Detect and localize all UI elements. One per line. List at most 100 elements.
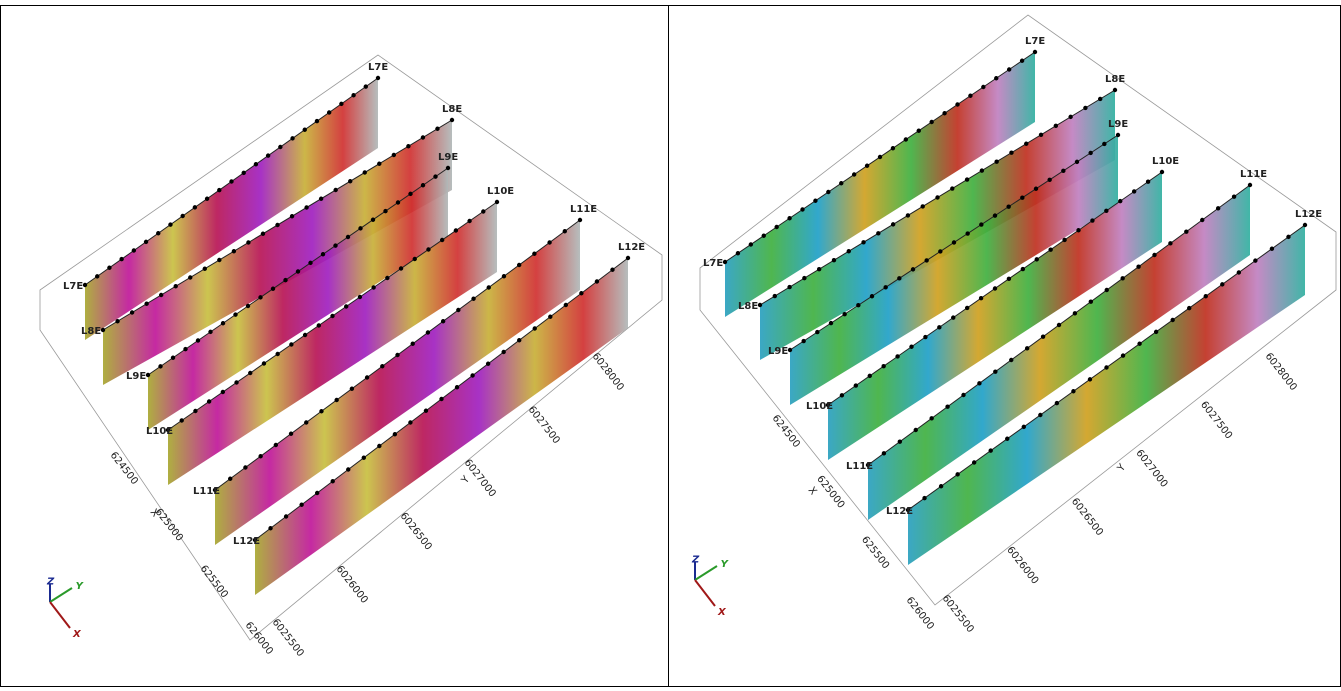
electrode (445, 165, 451, 171)
electrode (385, 275, 390, 281)
triad-label: X (72, 629, 82, 640)
electrode (1104, 208, 1109, 214)
electrode (433, 174, 438, 179)
line-label: L9E (438, 152, 458, 163)
electrode (158, 292, 164, 298)
electrode (375, 75, 381, 81)
line-label: L10E (487, 186, 514, 197)
triad-label: Y (721, 559, 730, 570)
electrode (1120, 353, 1126, 358)
line-label: L8E (442, 104, 462, 115)
electrode (1053, 123, 1059, 129)
electrode (179, 418, 184, 423)
electrode (1006, 67, 1012, 72)
electrode (193, 408, 198, 414)
electrode (594, 279, 600, 284)
electrode (454, 385, 460, 390)
electrode (202, 266, 207, 271)
electrode (1068, 114, 1073, 120)
electrode (903, 137, 909, 142)
electrode (408, 420, 413, 425)
electrode (1072, 311, 1078, 316)
electrode (398, 266, 404, 271)
electrode (467, 218, 472, 224)
electrode (562, 229, 567, 234)
electrode (757, 302, 763, 308)
electrode (532, 251, 537, 256)
electrode (951, 315, 956, 320)
electrode (383, 208, 388, 214)
electrode (1102, 141, 1107, 147)
electrode (929, 416, 934, 421)
electrode (229, 179, 234, 184)
electrode (851, 172, 857, 177)
electrode (1054, 400, 1060, 406)
electrode (1019, 58, 1025, 63)
electrode (722, 259, 728, 265)
electrode (456, 307, 461, 313)
electrode (856, 303, 861, 308)
electrode (471, 296, 476, 301)
electrode (144, 301, 149, 306)
electrode (208, 329, 213, 335)
line-label: L9E (126, 371, 146, 382)
electrode (333, 243, 338, 248)
axis-label: Y (1115, 462, 1129, 475)
electrode (864, 163, 870, 168)
electrode (304, 205, 309, 210)
electrode (345, 234, 351, 240)
electrode (258, 295, 263, 300)
electrode (1009, 150, 1014, 155)
electrode (1076, 228, 1081, 233)
electrode (735, 251, 741, 256)
electrode (951, 240, 957, 245)
electrode (100, 327, 106, 333)
electrode (501, 274, 507, 279)
electrode (979, 222, 984, 227)
electrode (494, 199, 500, 205)
electrode (1021, 424, 1026, 430)
electrode (362, 170, 367, 175)
electrode (853, 383, 859, 388)
triad-label: Z (691, 554, 700, 565)
bounding-box (39, 54, 663, 641)
electrode (815, 329, 820, 335)
line-label: L10E (1152, 156, 1179, 167)
electrode (993, 369, 998, 374)
electrode (261, 361, 267, 366)
electrode (861, 240, 866, 245)
electrode (344, 304, 349, 309)
tick-label: 6026000 (1004, 545, 1040, 587)
electrode (1062, 237, 1067, 243)
electrode (1088, 150, 1093, 156)
electrode (107, 265, 112, 270)
tick-label: 625500 (859, 534, 891, 571)
electrode (909, 344, 914, 349)
electrode (370, 217, 376, 222)
electrode (1152, 252, 1157, 258)
electrode (1286, 234, 1291, 240)
line-label: L9E (768, 346, 788, 357)
electrode (625, 255, 631, 261)
electrode (170, 355, 176, 360)
electrode (410, 341, 415, 346)
electrode (1038, 132, 1044, 137)
electrode (965, 231, 970, 236)
electrode (761, 233, 766, 238)
electrode (278, 144, 283, 150)
tick-label: 6028000 (1263, 351, 1299, 393)
electrode (206, 399, 212, 404)
electrode (1090, 218, 1095, 223)
electrode (395, 200, 401, 205)
electrode (258, 454, 263, 459)
electrode (377, 443, 382, 449)
electrode (265, 153, 271, 158)
electrode (548, 314, 553, 319)
electrode (351, 93, 356, 98)
electrode (314, 490, 320, 496)
tick-label: 6027000 (1133, 448, 1169, 490)
electrode (217, 187, 222, 193)
electrode (532, 326, 537, 331)
electrode (363, 84, 368, 89)
electrode (955, 102, 960, 107)
